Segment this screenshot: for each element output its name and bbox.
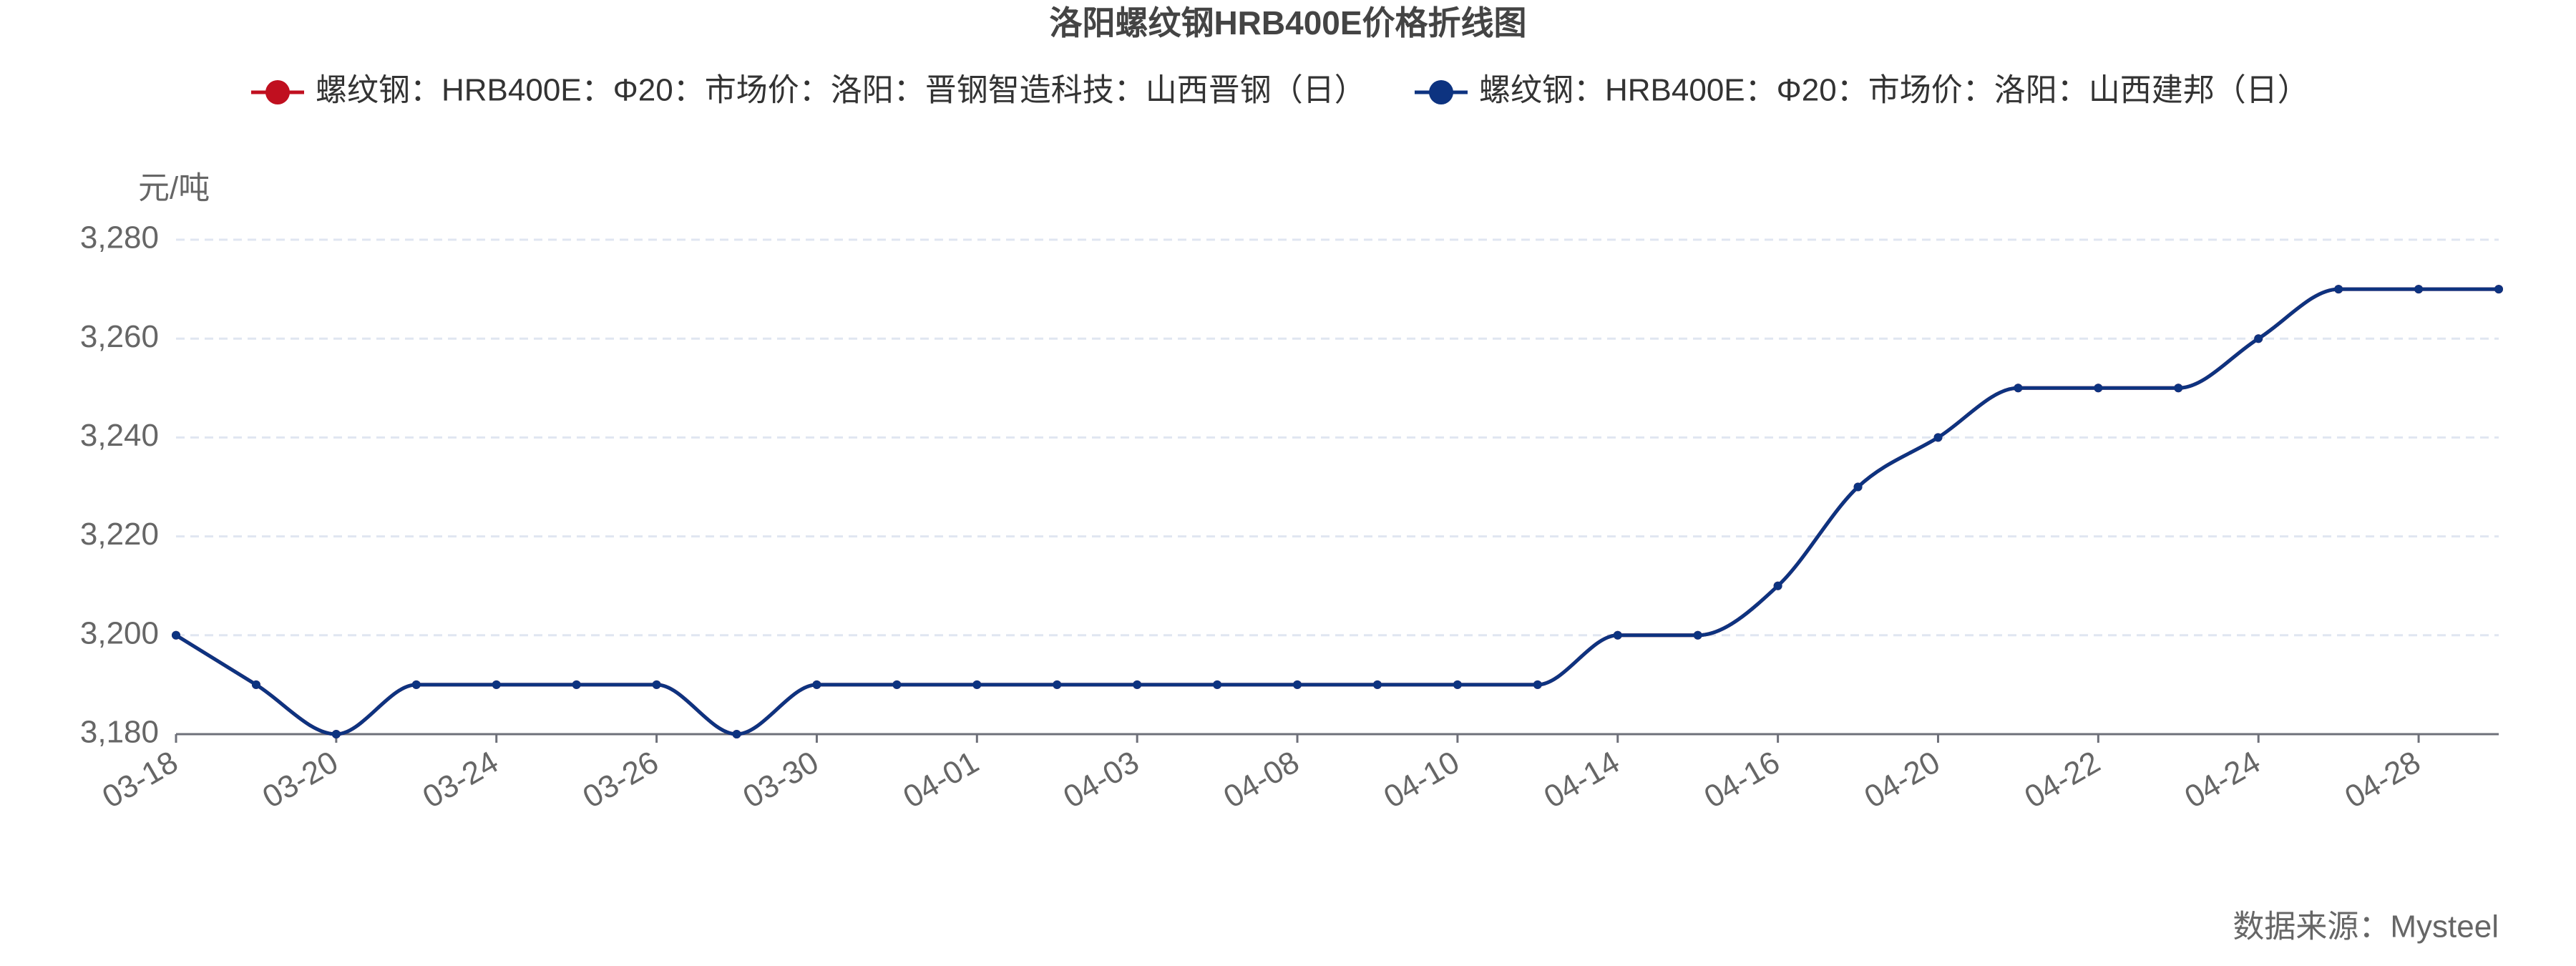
x-tick-label: 04-03: [1058, 744, 1145, 815]
chart-title: 洛阳螺纹钢HRB400E价格折线图: [1049, 4, 1526, 42]
series-line: [175, 287, 2499, 736]
data-point: [1613, 630, 1622, 640]
y-tick-label: 3,200: [80, 615, 159, 650]
x-tick-label: 04-20: [1858, 744, 1946, 815]
legend-marker: [1429, 80, 1453, 104]
x-tick-label: 03-20: [257, 744, 344, 815]
x-tick-label: 03-18: [97, 744, 184, 815]
x-tick-label: 04-16: [1698, 744, 1785, 815]
x-tick-label: 04-22: [2019, 744, 2106, 815]
x-tick-label: 04-10: [1378, 744, 1465, 815]
data-point: [2094, 384, 2103, 393]
data-point: [2414, 285, 2424, 294]
legend-marker: [265, 80, 290, 104]
y-tick-label: 3,240: [80, 418, 159, 453]
data-point: [172, 630, 180, 640]
data-point: [1213, 680, 1222, 689]
y-tick-label: 3,280: [80, 220, 159, 255]
data-point: [2174, 384, 2183, 393]
data-point: [2334, 285, 2343, 294]
data-point: [2014, 384, 2023, 393]
x-tick-label: 04-14: [1538, 744, 1626, 815]
data-point: [1773, 581, 1782, 590]
y-tick-label: 3,180: [80, 715, 159, 750]
x-tick-label: 04-24: [2179, 744, 2266, 815]
data-point: [1853, 482, 1863, 492]
data-point: [892, 680, 902, 689]
data-point: [1693, 630, 1702, 640]
data-point: [251, 680, 260, 689]
data-point: [331, 730, 341, 738]
data-point: [732, 730, 741, 738]
data-point: [1133, 680, 1142, 689]
data-point: [2494, 285, 2503, 294]
x-tick-label: 03-30: [737, 744, 824, 815]
legend-label: 螺纹钢：HRB400E：Φ20：市场价：洛阳：山西建邦（日）: [1479, 73, 2309, 108]
y-tick-label: 3,260: [80, 319, 159, 354]
data-point: [1053, 680, 1062, 689]
data-point: [1933, 433, 1943, 442]
legend-label: 螺纹钢：HRB400E：Φ20：市场价：洛阳：晋钢智造科技：山西晋钢（日）: [316, 73, 1366, 108]
data-point: [652, 680, 661, 689]
source-note: 数据来源：Mysteel: [2233, 909, 2499, 945]
data-point: [1453, 680, 1462, 689]
data-point: [1533, 680, 1542, 689]
series-line: [175, 287, 2499, 736]
data-point: [492, 680, 501, 689]
x-tick-label: 04-08: [1218, 744, 1305, 815]
x-tick-label: 04-01: [897, 744, 985, 815]
data-point: [1372, 680, 1382, 689]
x-tick-label: 03-26: [577, 744, 664, 815]
data-point: [812, 680, 821, 689]
data-point: [411, 680, 421, 689]
data-point: [972, 680, 982, 689]
y-axis-label: 元/吨: [138, 171, 210, 206]
x-tick-label: 03-24: [417, 744, 504, 815]
x-tick-label: 04-28: [2339, 744, 2426, 815]
y-tick-label: 3,220: [80, 517, 159, 552]
data-point: [1293, 680, 1302, 689]
data-point: [2254, 334, 2263, 343]
data-point: [572, 680, 581, 689]
